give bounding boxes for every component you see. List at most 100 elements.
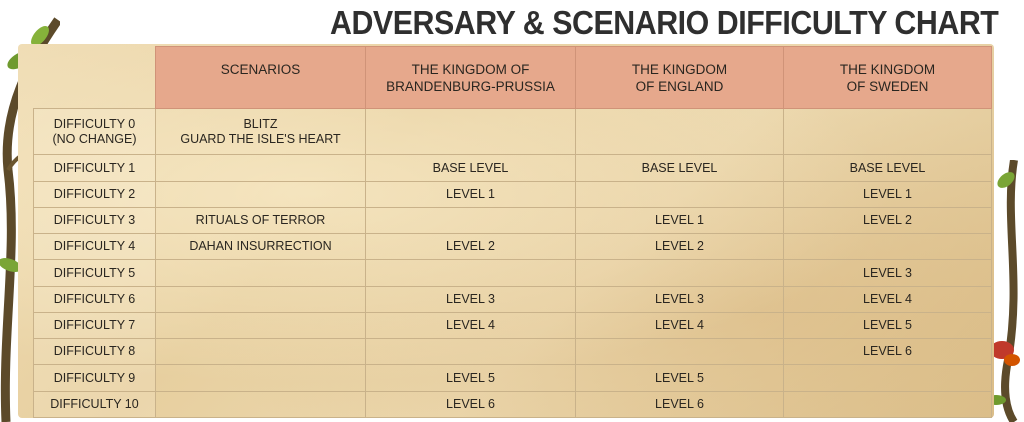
cell-text: LEVEL 2 — [446, 239, 495, 254]
table-cell: LEVEL 4 — [365, 311, 576, 340]
table-row: DIFFICULTY 0 (NO CHANGE) BLITZ GUARD THE IS… — [33, 107, 992, 156]
table-cell: LEVEL 5 — [575, 364, 784, 392]
table-cell: LEVEL 3 — [365, 285, 576, 313]
table-cell — [155, 285, 366, 313]
cell-text: LEVEL 3 — [655, 291, 704, 306]
table-cell: LEVEL 5 — [783, 311, 992, 340]
table-cell: LEVEL 1 — [575, 206, 784, 235]
cell-text: BRANDENBURG-PRUSSIA — [386, 79, 555, 94]
corner-cell — [34, 47, 156, 109]
row-label: DIFFICULTY 2 — [33, 180, 156, 208]
table-cell: LEVEL 2 — [365, 233, 576, 261]
table-row: DIFFICULTY 8 LEVEL 6 — [33, 338, 992, 366]
table-cell: LEVEL 1 — [365, 180, 576, 208]
table-cell — [155, 311, 366, 340]
table-cell — [365, 338, 576, 366]
cell-text: THE KINGDOM OF — [411, 62, 530, 77]
cell-text: LEVEL 3 — [863, 265, 912, 280]
cell-text: BASE LEVEL — [432, 160, 509, 175]
cell-text: OF SWEDEN — [846, 79, 929, 94]
table-cell — [155, 390, 366, 419]
cell-text: LEVEL 3 — [446, 291, 495, 306]
table-cell: LEVEL 6 — [365, 390, 576, 419]
table-cell: LEVEL 4 — [575, 311, 784, 340]
table-cell — [575, 107, 784, 156]
table-cell — [155, 364, 366, 392]
row-label: DIFFICULTY 0 (NO CHANGE) — [33, 107, 156, 156]
page-title: ADVERSARY & SCENARIO DIFFICULTY CHART — [330, 4, 999, 41]
table-row: DIFFICULTY 9 LEVEL 5 LEVEL 5 — [33, 364, 992, 392]
cell-text: LEVEL 2 — [655, 239, 704, 254]
cell-text: DIFFICULTY 3 — [53, 213, 136, 228]
column-header: THE KINGDOM OF SWEDEN — [783, 46, 992, 109]
table-cell — [783, 233, 992, 261]
cell-text: LEVEL 6 — [863, 344, 912, 359]
table-cell: LEVEL 1 — [783, 180, 992, 208]
cell-text: DIFFICULTY 1 — [53, 160, 136, 175]
cell-text: DAHAN INSURRECTION — [189, 239, 332, 254]
row-label: DIFFICULTY 8 — [33, 338, 156, 366]
table-row: DIFFICULTY 7 LEVEL 4 LEVEL 4 LEVEL 5 — [33, 311, 992, 340]
row-label: DIFFICULTY 3 — [33, 206, 156, 235]
cell-text: (NO CHANGE) — [52, 131, 137, 146]
table-cell — [365, 206, 576, 235]
table-row: DIFFICULTY 6 LEVEL 3 LEVEL 3 LEVEL 4 — [33, 285, 992, 313]
table-row: DIFFICULTY 1 BASE LEVEL BASE LEVEL BASE LEV… — [33, 154, 992, 182]
cell-text: OF ENGLAND — [635, 79, 724, 94]
cell-text: DIFFICULTY 5 — [53, 265, 136, 280]
table-row: DIFFICULTY 4 DAHAN INSURRECTION LEVEL 2 LEV… — [33, 233, 992, 261]
table-cell — [575, 180, 784, 208]
table-cell: BASE LEVEL — [365, 154, 576, 182]
cell-text: DIFFICULTY 2 — [53, 186, 136, 201]
row-label: DIFFICULTY 10 — [33, 390, 156, 419]
cell-text: LEVEL 4 — [863, 291, 912, 306]
table-cell — [155, 154, 366, 182]
table-cell — [365, 107, 576, 156]
cell-text: BLITZ — [243, 116, 278, 131]
table-cell: DAHAN INSURRECTION — [155, 233, 366, 261]
table-cell: RITUALS OF TERROR — [155, 206, 366, 235]
cell-text: GUARD THE ISLE'S HEART — [180, 131, 341, 146]
table-cell — [575, 338, 784, 366]
cell-text: DIFFICULTY 8 — [53, 344, 136, 359]
cell-text: BASE LEVEL — [641, 160, 718, 175]
cell-text: LEVEL 5 — [446, 370, 495, 385]
table-cell: LEVEL 4 — [783, 285, 992, 313]
cell-text: DIFFICULTY 9 — [53, 370, 136, 385]
cell-text: LEVEL 6 — [446, 396, 495, 411]
cell-text: LEVEL 1 — [446, 186, 495, 201]
table-row: DIFFICULTY 5 LEVEL 3 — [33, 259, 992, 287]
table-cell: LEVEL 3 — [783, 259, 992, 287]
cell-text: THE KINGDOM — [631, 62, 728, 77]
row-label: DIFFICULTY 6 — [33, 285, 156, 313]
table-row: DIFFICULTY 10 LEVEL 6 LEVEL 6 — [33, 390, 992, 419]
cell-text: DIFFICULTY 7 — [53, 318, 136, 333]
column-header: SCENARIOS — [155, 46, 366, 109]
column-header: THE KINGDOM OF ENGLAND — [575, 46, 784, 109]
table-cell: BASE LEVEL — [783, 154, 992, 182]
table-cell — [783, 364, 992, 392]
cell-text: LEVEL 5 — [863, 318, 912, 333]
header-row: SCENARIOS THE KINGDOM OF BRANDENBURG-PRUS… — [34, 46, 992, 109]
table-cell: LEVEL 6 — [783, 338, 992, 366]
table-cell — [783, 390, 992, 419]
cell-text: LEVEL 2 — [863, 213, 912, 228]
table-row: DIFFICULTY 3 RITUALS OF TERROR LEVEL 1 LEVE… — [33, 206, 992, 235]
row-label: DIFFICULTY 7 — [33, 311, 156, 340]
table-cell: LEVEL 3 — [575, 285, 784, 313]
table-cell: BASE LEVEL — [575, 154, 784, 182]
difficulty-chart-table: SCENARIOS THE KINGDOM OF BRANDENBURG-PRUS… — [33, 46, 992, 419]
row-label: DIFFICULTY 4 — [33, 233, 156, 261]
table-cell — [575, 259, 784, 287]
cell-text: LEVEL 5 — [655, 370, 704, 385]
row-label: DIFFICULTY 9 — [33, 364, 156, 392]
table-cell: LEVEL 6 — [575, 390, 784, 419]
table-row: DIFFICULTY 2 LEVEL 1 LEVEL 1 — [33, 180, 992, 208]
cell-text: DIFFICULTY 10 — [50, 396, 139, 411]
cell-text: LEVEL 1 — [655, 213, 704, 228]
cell-text: BASE LEVEL — [849, 160, 926, 175]
row-label: DIFFICULTY 5 — [33, 259, 156, 287]
table-cell: LEVEL 2 — [783, 206, 992, 235]
cell-text: LEVEL 1 — [863, 186, 912, 201]
cell-text: DIFFICULTY 0 — [53, 116, 136, 131]
